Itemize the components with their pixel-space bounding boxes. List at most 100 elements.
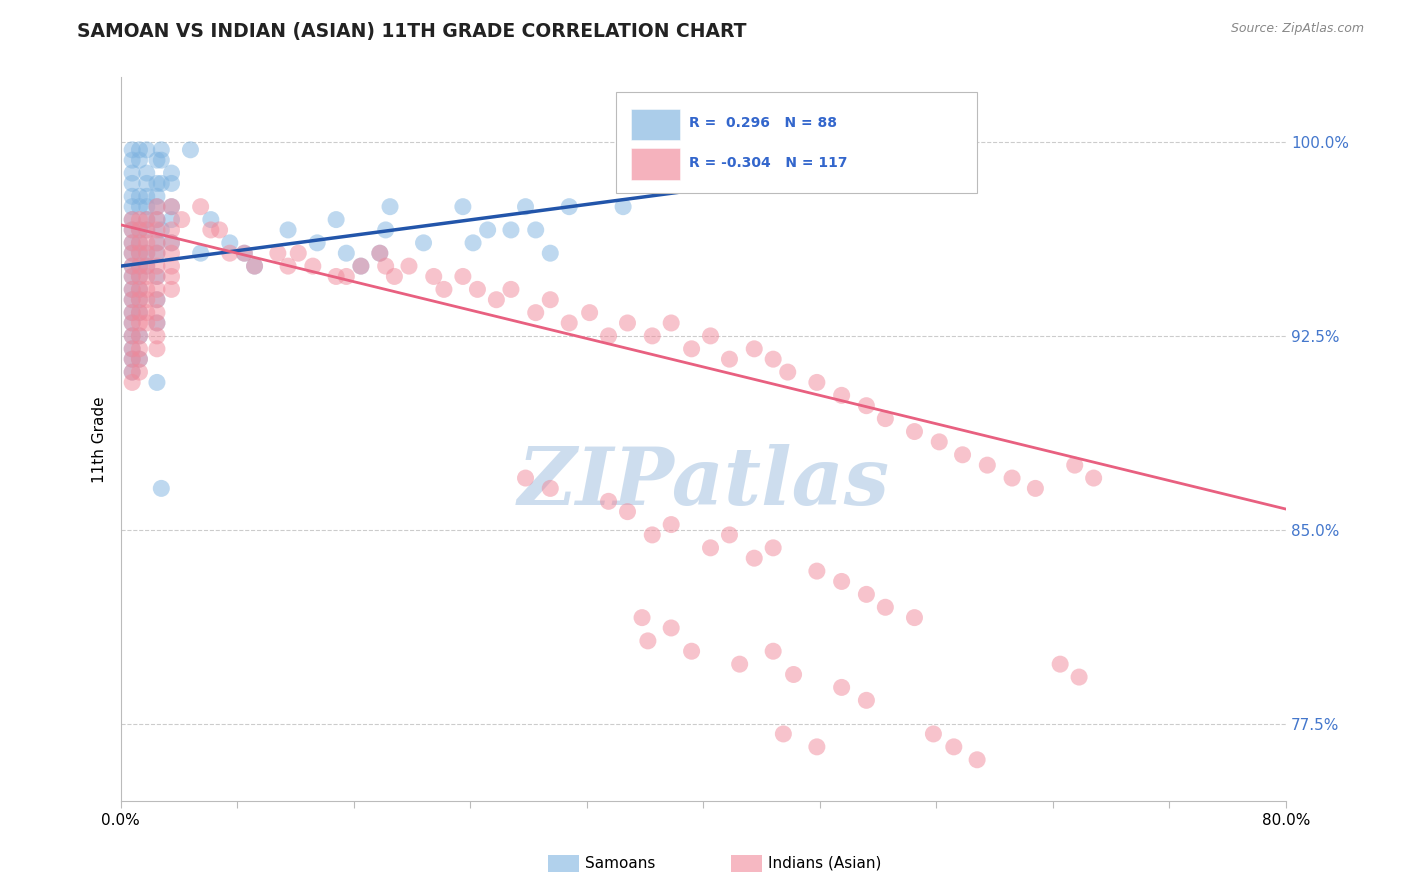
Point [218,235,240,250]
Point [659,621,682,635]
Point [233,246,256,260]
Point [499,282,522,296]
Point [121,212,143,227]
Text: R = -0.304   N = 117: R = -0.304 N = 117 [689,156,848,169]
Point [135,246,157,260]
Point [855,693,877,707]
Point [200,223,222,237]
Point [121,365,143,379]
Point [374,223,396,237]
Point [135,200,157,214]
Point [515,200,537,214]
Point [659,517,682,532]
Point [782,667,804,681]
Point [135,235,157,250]
Point [412,235,434,250]
Point [170,212,193,227]
Point [160,166,183,180]
Point [742,551,765,566]
Point [128,259,150,273]
Point [160,246,183,260]
Point [135,259,157,273]
Point [422,269,444,284]
Point [135,177,157,191]
Point [718,352,741,367]
Point [135,212,157,227]
Point [301,259,323,273]
FancyBboxPatch shape [631,109,681,140]
Point [128,259,150,273]
Point [598,329,620,343]
Point [128,143,150,157]
Point [135,259,157,273]
Point [121,352,143,367]
Point [128,293,150,307]
Text: Samoans: Samoans [585,856,655,871]
Point [631,610,654,624]
Point [121,282,143,296]
Point [128,246,150,260]
Point [121,305,143,319]
Point [190,200,212,214]
Point [121,153,143,168]
Point [128,189,150,203]
Point [218,246,240,260]
Point [135,282,157,296]
Point [179,143,201,157]
Point [146,293,169,307]
Point [616,316,638,330]
Point [128,235,150,250]
Text: Source: ZipAtlas.com: Source: ZipAtlas.com [1230,22,1364,36]
Point [515,471,537,485]
Point [1024,482,1046,496]
Point [135,223,157,237]
Point [121,316,143,330]
Point [121,293,143,307]
Point [637,633,659,648]
Point [307,235,329,250]
Point [121,246,143,260]
Point [128,329,150,343]
Point [146,316,169,330]
Point [121,235,143,250]
Point [121,189,143,203]
Point [200,212,222,227]
Point [146,200,169,214]
Point [903,610,925,624]
Point [160,200,183,214]
Point [681,342,703,356]
Point [287,246,309,260]
Text: R =  0.296   N = 88: R = 0.296 N = 88 [689,116,837,130]
Point [146,293,169,307]
Point [718,528,741,542]
Point [451,200,474,214]
Point [128,269,150,284]
Point [335,269,357,284]
Point [128,316,150,330]
Point [616,505,638,519]
Point [146,200,169,214]
Point [128,352,150,367]
Point [146,305,169,319]
Point [146,342,169,356]
Point [150,223,173,237]
Point [776,365,799,379]
Point [378,200,401,214]
Point [128,153,150,168]
Point [277,259,299,273]
Point [121,293,143,307]
Point [128,282,150,296]
Point [538,482,561,496]
Point [121,143,143,157]
Point [160,259,183,273]
Point [952,448,974,462]
Point [806,739,828,754]
Point [524,305,547,319]
Point [128,235,150,250]
Point [922,727,945,741]
Point [335,246,357,260]
Point [160,282,183,296]
Point [374,259,396,273]
Point [966,753,988,767]
Point [160,235,183,250]
